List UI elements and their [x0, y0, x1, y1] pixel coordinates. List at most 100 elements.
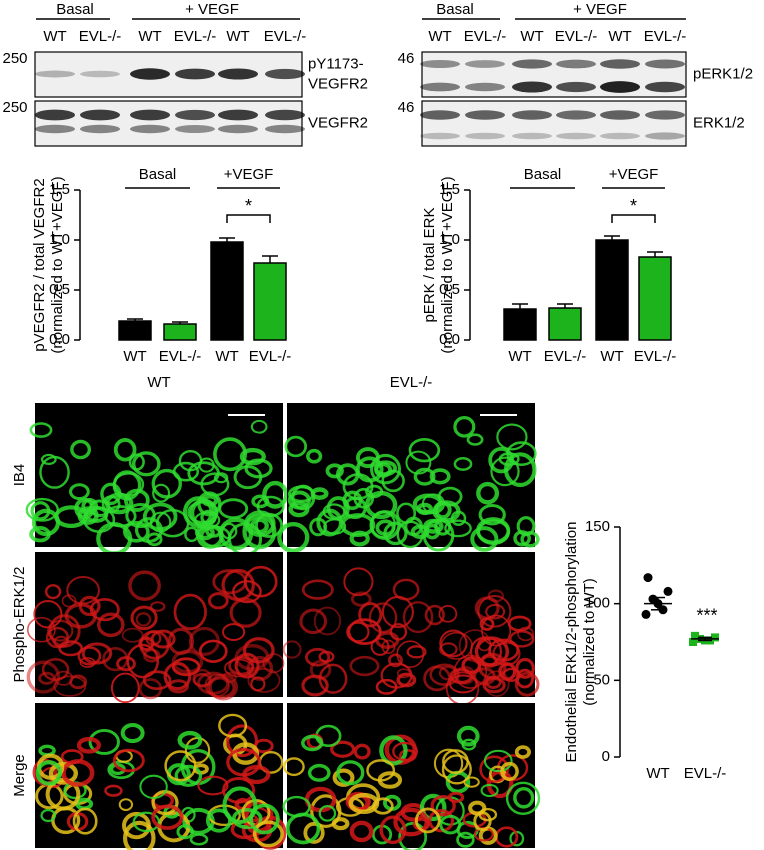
vessel: [88, 728, 120, 755]
vessel: [197, 491, 222, 517]
band: [420, 59, 460, 69]
band: [556, 59, 596, 69]
vessel: [330, 740, 356, 758]
vessel: [262, 653, 285, 674]
vessel: [69, 483, 90, 501]
vessel: [480, 783, 499, 798]
band: [80, 124, 120, 134]
y-axis-label: (normalized to WT+VEGF): [439, 176, 456, 353]
vessel: [473, 811, 492, 832]
vessel-network: [282, 724, 541, 850]
vessel: [474, 636, 510, 667]
vessel: [470, 526, 499, 552]
vessel: [370, 453, 402, 485]
band: [175, 109, 215, 121]
row-label: VEGFR2: [308, 114, 368, 131]
vessel: [31, 508, 61, 537]
vessel: [396, 668, 411, 679]
band: [130, 124, 170, 134]
y-axis-label: (normalized to WT+VEGF): [49, 176, 66, 353]
vessel: [222, 786, 258, 825]
vessel: [304, 647, 331, 667]
vessel: [118, 798, 134, 812]
vessel: [316, 508, 343, 537]
vessel: [122, 521, 150, 543]
vessel: [458, 629, 492, 663]
y-tick-label: 0.5: [439, 281, 460, 298]
vessel: [513, 786, 535, 809]
band: [420, 132, 460, 140]
vessel: [255, 512, 284, 539]
band: [175, 68, 215, 80]
blot-panel: [34, 100, 303, 147]
vessel: [392, 741, 419, 762]
vessel: [505, 781, 541, 815]
vessel: [476, 481, 500, 505]
vessel: [101, 495, 121, 514]
lane-label: EVL-/-: [464, 28, 507, 45]
x-tick-label: WT: [215, 348, 238, 365]
vessel: [375, 631, 400, 649]
x-tick-label: WT: [646, 765, 669, 782]
vessel: [284, 435, 308, 458]
vessel: [174, 764, 203, 787]
vessel: [250, 419, 268, 434]
vessel: [396, 502, 417, 524]
vessel: [481, 614, 512, 647]
vessel: [246, 656, 274, 681]
band: [512, 110, 552, 120]
vessel: [353, 487, 375, 509]
vessel: [306, 448, 323, 464]
vessel: [64, 603, 97, 629]
x-tick-label: EVL-/-: [684, 765, 727, 782]
band: [512, 59, 552, 69]
vessel: [402, 601, 434, 634]
vessel: [233, 465, 263, 490]
vessel: [463, 776, 480, 788]
vessel: [197, 775, 229, 796]
y-axis-label: pVEGFR2 / total VEGFR2: [31, 178, 48, 351]
vessel: [96, 612, 125, 638]
vessel: [151, 804, 184, 830]
lane-label: WT: [226, 28, 249, 45]
vessel: [441, 754, 472, 785]
lane-label: EVL-/-: [79, 28, 122, 45]
column-header: EVL-/-: [390, 374, 433, 391]
vessel: [429, 663, 460, 686]
y-tick-label: 100: [585, 595, 610, 612]
band: [265, 124, 305, 134]
band: [218, 124, 258, 134]
significance: *: [630, 196, 637, 216]
vessel: [379, 735, 408, 766]
vessel: [447, 791, 465, 803]
vessel: [151, 468, 182, 499]
vessel: [282, 640, 302, 659]
vessel: [29, 422, 53, 438]
vessel: [318, 804, 337, 822]
row-label: ERK1/2: [693, 114, 745, 131]
lane-label: EVL-/-: [264, 28, 307, 45]
vessel: [313, 606, 342, 636]
vessel-network: [26, 565, 285, 704]
vessel: [456, 725, 480, 747]
vessel: [485, 675, 502, 689]
vessel: [430, 795, 456, 817]
vessel: [218, 713, 248, 738]
vessel: [488, 447, 514, 474]
vessel: [163, 661, 192, 691]
data-point: [711, 633, 719, 642]
y-axis-label: pERK / total ERK: [421, 207, 438, 322]
y-tick-label: 150: [585, 518, 610, 535]
vessel: [207, 592, 229, 610]
vessel: [500, 761, 519, 781]
vessel: [485, 603, 506, 620]
vessel: [346, 621, 370, 643]
vessel: [348, 792, 380, 815]
vessel: [247, 667, 281, 693]
vessel: [414, 807, 441, 834]
vessel: [189, 833, 209, 846]
vessel: [358, 602, 383, 628]
vessel: [124, 488, 150, 512]
vessel: [250, 676, 266, 692]
vessel: [349, 655, 380, 677]
